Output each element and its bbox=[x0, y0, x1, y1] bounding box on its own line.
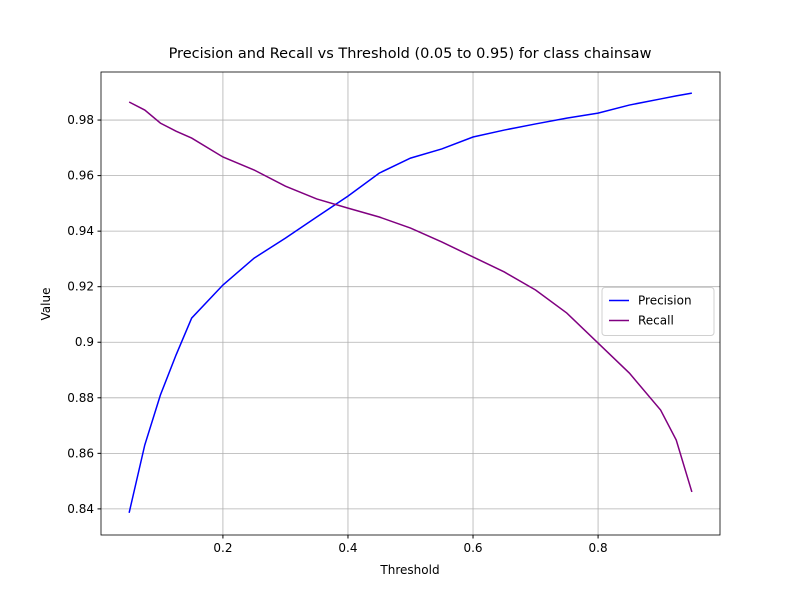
x-axis-label: Threshold bbox=[379, 563, 439, 577]
legend-box bbox=[601, 287, 715, 336]
legend-label: Precision bbox=[638, 294, 692, 308]
chart-title: Precision and Recall vs Threshold (0.05 … bbox=[169, 46, 652, 62]
y-tick-label: 0.84 bbox=[67, 502, 94, 516]
legend-label: Recall bbox=[638, 314, 674, 328]
line bbox=[128, 92, 692, 513]
x-tick-label: 0.2 bbox=[213, 541, 232, 555]
y-tick-label: 0.9 bbox=[75, 335, 94, 349]
x-tick-label: 0.6 bbox=[463, 541, 482, 555]
y-tick-label: 0.98 bbox=[67, 113, 94, 127]
x-tick-label: 0.4 bbox=[338, 541, 357, 555]
y-tick-label: 0.96 bbox=[67, 169, 94, 183]
y-tick-label: 0.94 bbox=[67, 224, 94, 238]
y-tick-label: 0.88 bbox=[67, 391, 94, 405]
y-tick-label: 0.92 bbox=[67, 280, 94, 294]
y-tick-label: 0.86 bbox=[67, 446, 94, 460]
y-axis-label: Value bbox=[39, 288, 53, 321]
x-tick-label: 0.8 bbox=[589, 541, 608, 555]
line bbox=[128, 101, 693, 493]
plot-frame bbox=[100, 71, 721, 536]
